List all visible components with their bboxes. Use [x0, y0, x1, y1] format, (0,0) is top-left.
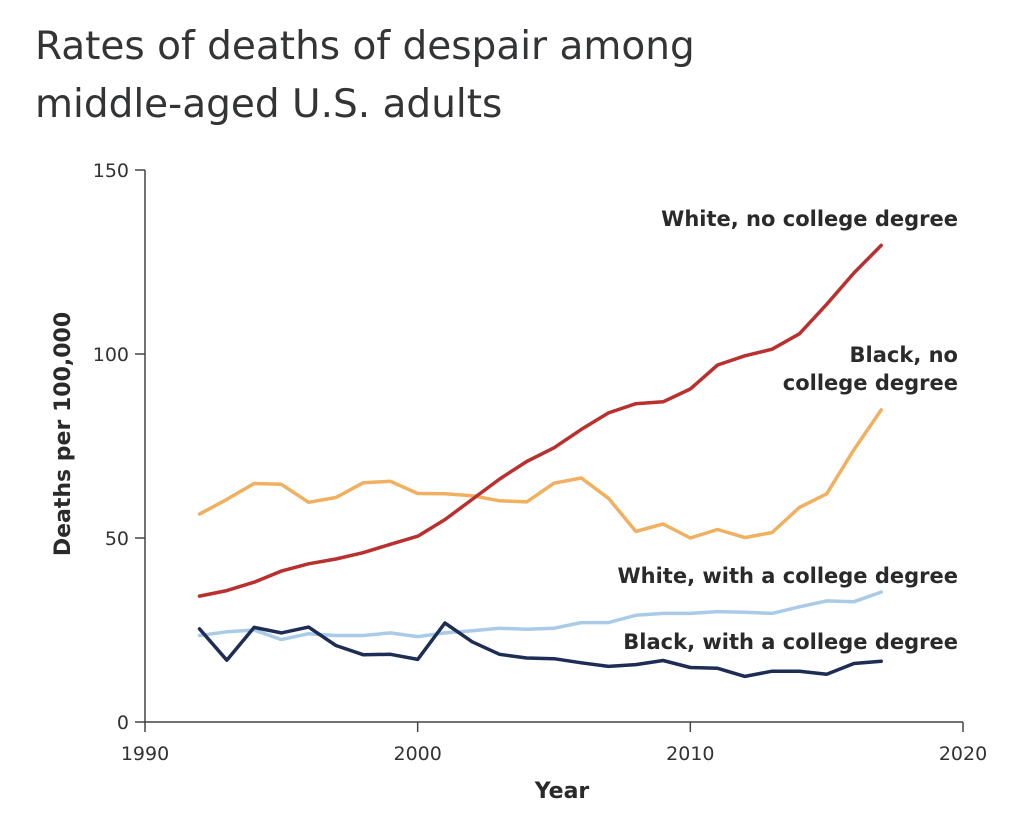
y-axis-title: Deaths per 100,000	[51, 312, 76, 556]
x-tick-label: 2010	[666, 743, 714, 765]
series-label-0: White, no college degree	[661, 207, 958, 231]
series-label-3: Black, with a college degree	[623, 630, 958, 654]
y-tick-label: 50	[105, 528, 129, 550]
series-line-3	[197, 621, 883, 679]
x-tick-label: 2000	[393, 743, 441, 765]
y-tick-label: 100	[93, 344, 129, 366]
series-line-1	[197, 408, 883, 540]
y-tick-label: 0	[117, 712, 129, 734]
chart-title-line-1: Rates of deaths of despair among	[35, 24, 695, 69]
series-lines	[197, 243, 883, 679]
series-label-2: White, with a college degree	[617, 564, 958, 588]
chart-title-line-2: middle-aged U.S. adults	[35, 82, 503, 127]
series-label-1: college degree	[783, 371, 958, 395]
y-tick-label: 150	[93, 160, 129, 182]
x-axis-title: Year	[534, 779, 590, 804]
series-line-2	[197, 590, 883, 642]
series-label-1: Black, no	[850, 343, 958, 367]
x-tick-label: 2020	[939, 743, 987, 765]
chart-title: Rates of deaths of despair among middle-…	[35, 18, 935, 134]
axes: 0 50 100 150 1990 2000 2010 2020 Year Deaths per …	[51, 160, 987, 804]
x-tick-label: 1990	[121, 743, 169, 765]
series-labels: White, no college degree Black, no college…	[617, 207, 958, 654]
series-line-0	[197, 243, 883, 598]
